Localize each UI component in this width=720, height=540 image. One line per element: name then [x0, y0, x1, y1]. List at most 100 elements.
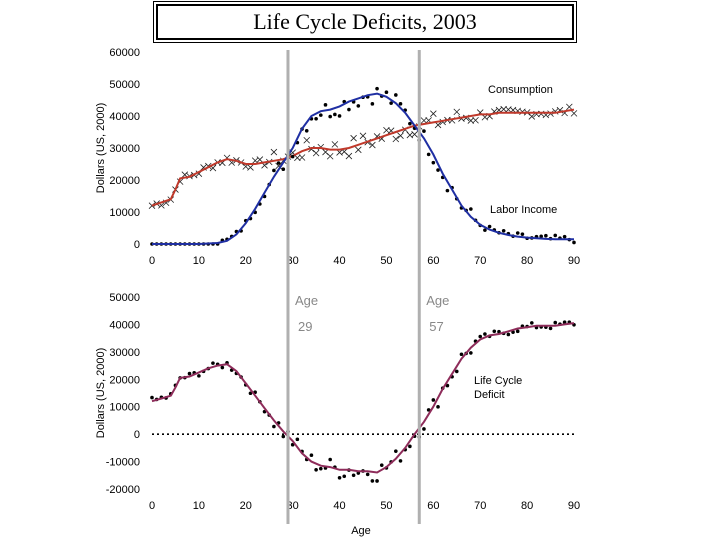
data-point — [469, 351, 473, 355]
x-tick-label: 40 — [333, 500, 345, 512]
data-point — [478, 334, 483, 339]
data-point — [570, 110, 578, 117]
data-point — [384, 90, 389, 95]
data-point — [472, 116, 479, 124]
x-tick-label: 50 — [380, 255, 392, 267]
data-point — [539, 234, 543, 239]
data-point — [408, 444, 412, 449]
x-tick-label: 80 — [521, 255, 533, 267]
data-point — [270, 148, 278, 156]
data-point — [323, 103, 328, 107]
x-tick-label: 20 — [240, 500, 252, 512]
data-point — [375, 86, 379, 91]
y-tick-label: 50000 — [109, 292, 140, 304]
y-tick-label: 20000 — [109, 175, 140, 187]
y-tick-label: 0 — [134, 429, 140, 441]
data-point — [333, 112, 337, 117]
data-point — [422, 129, 426, 133]
data-point — [272, 168, 276, 173]
data-point — [426, 408, 431, 412]
x-tick-label: 30 — [287, 255, 299, 267]
y-tick-label: -10000 — [106, 457, 140, 469]
data-point — [487, 224, 492, 229]
data-point — [572, 240, 576, 245]
data-point — [355, 146, 362, 154]
data-point — [342, 474, 347, 479]
x-tick-label: 0 — [149, 500, 155, 512]
data-point — [445, 188, 450, 193]
x-tick-label: 10 — [193, 500, 205, 512]
x-tick-label: 50 — [380, 500, 392, 512]
data-point — [544, 233, 548, 238]
data-point — [281, 434, 286, 439]
y-tick-label: 50000 — [109, 79, 140, 91]
data-point — [304, 128, 309, 133]
annotation-label: Deficit — [474, 389, 505, 401]
data-point — [347, 107, 351, 112]
data-point — [528, 113, 536, 120]
data-point — [469, 207, 473, 211]
data-point — [276, 161, 281, 165]
y-tick-label: 40000 — [109, 319, 140, 331]
x-tick-label: 90 — [568, 255, 580, 267]
data-point — [436, 405, 440, 409]
series-line — [151, 322, 575, 474]
data-point — [314, 116, 318, 121]
data-point — [398, 102, 403, 106]
data-point — [370, 479, 375, 483]
data-point — [295, 437, 300, 442]
y-tick-label: 40000 — [109, 111, 140, 123]
data-point — [370, 102, 375, 106]
data-point — [319, 113, 323, 117]
data-point — [328, 114, 332, 119]
x-tick-label: 90 — [568, 500, 580, 512]
data-point — [247, 164, 254, 171]
data-point — [356, 104, 361, 108]
data-point — [431, 398, 436, 402]
data-point — [426, 152, 431, 157]
data-point — [431, 160, 436, 165]
data-point — [345, 152, 353, 160]
data-point — [150, 395, 154, 400]
data-point — [394, 449, 398, 453]
data-point — [314, 468, 318, 472]
x-tick-label: 70 — [474, 255, 486, 267]
data-point — [562, 320, 567, 324]
series-line — [151, 108, 575, 207]
data-point — [548, 326, 553, 331]
data-point — [515, 329, 520, 334]
top-chart: 0 10000 20000 30000 40000 50000 60000 0 10 20 30 40… — [95, 47, 580, 267]
data-point — [365, 472, 370, 477]
y-axis-label: Dollars (US, 2000) — [95, 348, 107, 438]
data-point — [483, 228, 487, 232]
data-point — [197, 374, 201, 378]
y-axis-label: Dollars (US, 2000) — [95, 103, 107, 193]
data-point — [459, 352, 464, 357]
data-point — [454, 369, 459, 374]
data-point — [351, 473, 356, 478]
data-point — [566, 103, 573, 111]
series-points — [148, 103, 578, 209]
data-point — [398, 459, 403, 463]
data-point — [148, 202, 156, 209]
y-tick-label: 30000 — [109, 143, 140, 155]
data-point — [290, 442, 295, 447]
data-point — [379, 463, 384, 467]
data-point — [515, 231, 520, 235]
x-tick-label: 70 — [474, 500, 486, 512]
series-line — [152, 92, 574, 245]
data-point — [281, 167, 286, 172]
y-tick-label: 10000 — [109, 207, 140, 219]
y-tick-label: 30000 — [109, 347, 140, 359]
age-marker-value: 29 — [298, 319, 312, 334]
data-point — [553, 233, 558, 238]
data-point — [422, 427, 426, 431]
data-point — [497, 329, 501, 334]
x-axis-label: Age — [351, 525, 371, 537]
data-point — [350, 134, 357, 142]
series-points — [150, 320, 576, 483]
x-tick-label: 60 — [427, 255, 439, 267]
data-point — [312, 149, 320, 157]
data-point — [187, 371, 192, 376]
